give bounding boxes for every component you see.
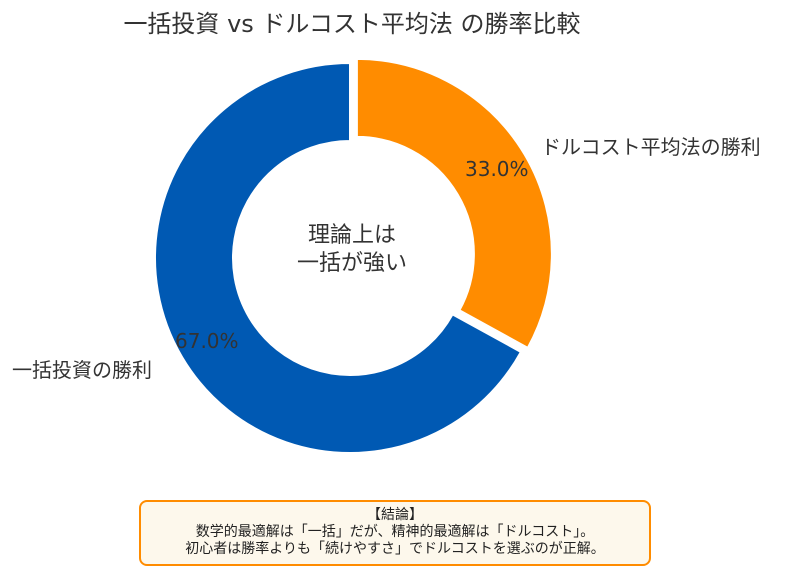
slice-pct-dca: 33.0% [465,157,529,181]
conclusion-box: 【結論】 数学的最適解は「一括」だが、精神的最適解は「ドルコスト」。 初心者は勝… [139,500,651,566]
slice-dca [355,57,553,350]
center-line-2: 一括が強い [296,251,407,276]
slice-pct-lump-sum: 67.0% [175,329,239,353]
conclusion-line-1: 数学的最適解は「一括」だが、精神的最適解は「ドルコスト」。 [195,524,595,540]
slice-label-dca: ドルコスト平均法の勝利 [541,135,761,159]
conclusion-heading: 【結論】 [367,507,423,523]
center-annotation: 理論上は 一括が強い [262,222,442,278]
conclusion-line-2: 初心者は勝率よりも「続けやすさ」でドルコストを選ぶのが正解。 [185,541,605,557]
chart-title: 一括投資 vs ドルコスト平均法 の勝率比較 [123,10,581,38]
slice-lump-sum [154,61,523,454]
slice-label-lump-sum: 一括投資の勝利 [12,358,152,382]
center-line-1: 理論上は [307,223,396,248]
